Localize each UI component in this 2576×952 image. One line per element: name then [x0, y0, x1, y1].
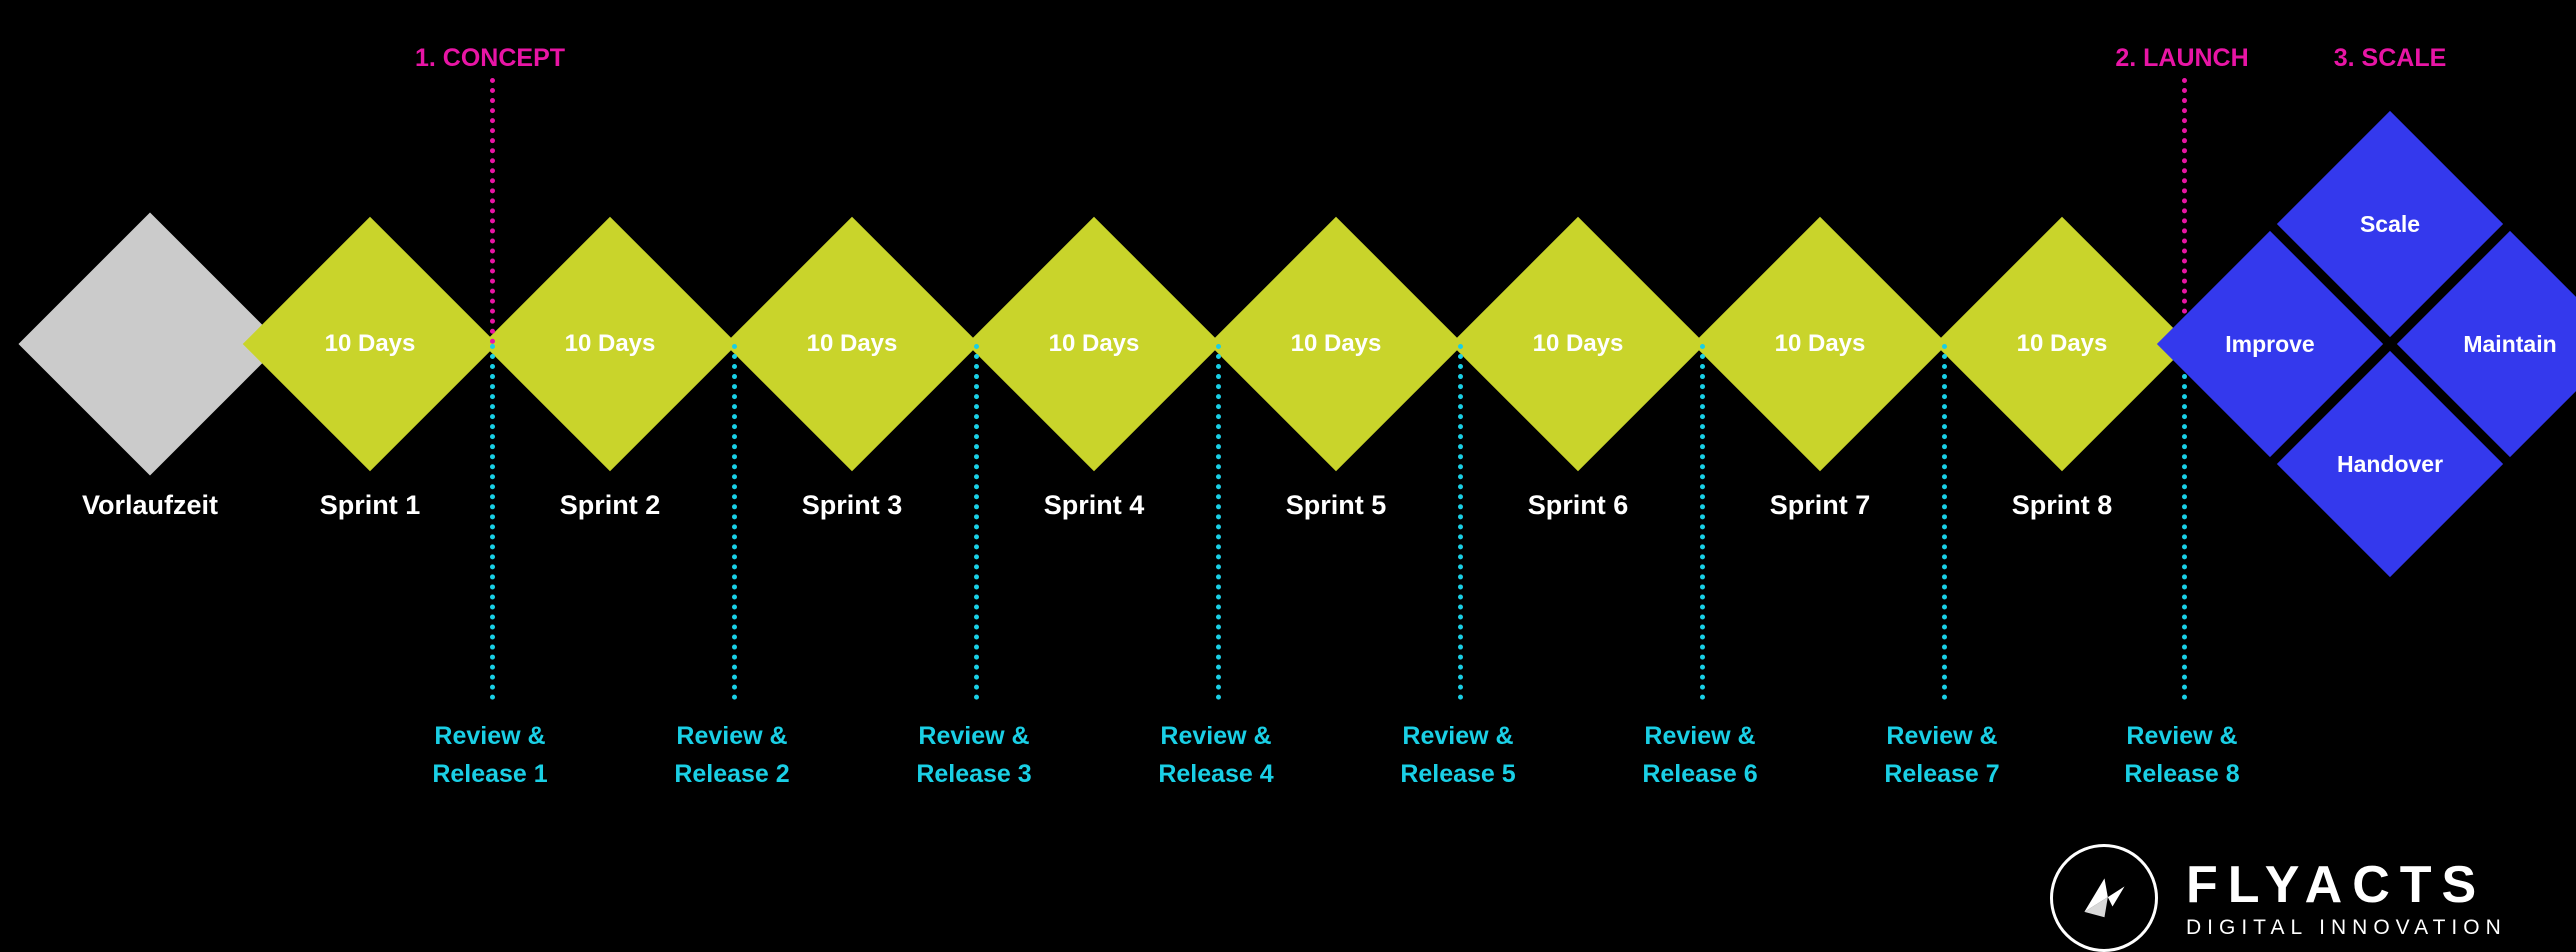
review-label-7: Review &Release 7: [1884, 718, 1999, 793]
sprint-diamond-8: 10 Days: [1935, 217, 2190, 472]
review-label-4: Review &Release 4: [1158, 718, 1273, 793]
sprint-diamond-3-label: 10 Days: [762, 254, 942, 434]
review-dotline-7: [1942, 344, 1947, 700]
brand-logo-icon: [2050, 844, 2158, 952]
sprint-caption-5: Sprint 5: [1286, 490, 1387, 521]
sprint-diamond-5: 10 Days: [1209, 217, 1464, 472]
sprint-diamond-3: 10 Days: [725, 217, 980, 472]
sprint-diamond-7-label: 10 Days: [1730, 254, 1910, 434]
review-dotline-6: [1700, 344, 1705, 700]
review-label-1: Review &Release 1: [432, 718, 547, 793]
sprint-diamond-8-label: 10 Days: [1972, 254, 2152, 434]
sprint-caption-4: Sprint 4: [1044, 490, 1145, 521]
sprint-caption-3: Sprint 3: [802, 490, 903, 521]
review-dotline-2: [732, 344, 737, 700]
brand-logo-text: FLYACTS DIGITAL INNOVATION: [2186, 859, 2507, 938]
sprint-caption-7: Sprint 7: [1770, 490, 1871, 521]
scale-diamond-left-label: Improve: [2190, 264, 2350, 424]
milestone-dotline-1: [490, 78, 495, 344]
sprint-diamond-1: 10 Days: [243, 217, 498, 472]
review-dotline-8: [2182, 344, 2187, 700]
sprint-diamond-2: 10 Days: [483, 217, 738, 472]
review-label-5: Review &Release 5: [1400, 718, 1515, 793]
sprint-caption-8: Sprint 8: [2012, 490, 2113, 521]
sprint-diamond-6-label: 10 Days: [1488, 254, 1668, 434]
sprint-diamond-4: 10 Days: [967, 217, 1222, 472]
review-dotline-3: [974, 344, 979, 700]
scale-diamond-left: Improve: [2157, 231, 2383, 457]
review-dotline-5: [1458, 344, 1463, 700]
brand-logo-title: FLYACTS: [2186, 859, 2507, 911]
sprint-diamond-1-label: 10 Days: [280, 254, 460, 434]
sprint-caption-6: Sprint 6: [1528, 490, 1629, 521]
brand-logo: FLYACTS DIGITAL INNOVATION: [2050, 844, 2507, 952]
brand-logo-subtitle: DIGITAL INNOVATION: [2186, 917, 2507, 938]
review-dotline-4: [1216, 344, 1221, 700]
review-label-3: Review &Release 3: [916, 718, 1031, 793]
review-label-6: Review &Release 6: [1642, 718, 1757, 793]
milestone-dotline-2: [2182, 78, 2187, 344]
sprint-caption-2: Sprint 2: [560, 490, 661, 521]
sprint-diamond-5-label: 10 Days: [1246, 254, 1426, 434]
review-label-8: Review &Release 8: [2124, 718, 2239, 793]
milestone-label-2: 2. LAUNCH: [2115, 44, 2248, 73]
sprint-diamond-2-label: 10 Days: [520, 254, 700, 434]
sprint-diamond-7: 10 Days: [1693, 217, 1948, 472]
sprint-diamond-6: 10 Days: [1451, 217, 1706, 472]
milestone-label-1: 1. CONCEPT: [415, 44, 565, 73]
sprint-caption-1: Sprint 1: [320, 490, 421, 521]
sprint-diamond-4-label: 10 Days: [1004, 254, 1184, 434]
review-label-2: Review &Release 2: [674, 718, 789, 793]
milestone-label-3: 3. SCALE: [2334, 44, 2447, 73]
review-dotline-1: [490, 344, 495, 700]
lead-caption: Vorlaufzeit: [82, 490, 218, 521]
